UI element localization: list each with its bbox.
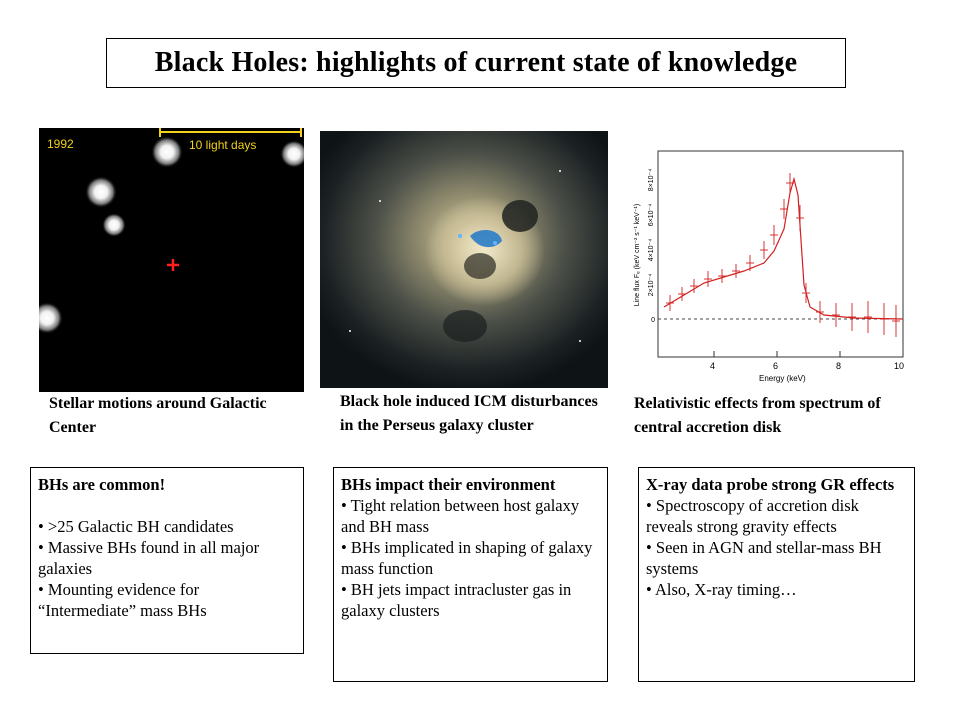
x-tick-label: 8 <box>836 361 841 371</box>
galactic-center-cross <box>167 259 179 271</box>
y-tick-label: 8×10⁻⁴ <box>648 169 655 191</box>
bullet-item: • Seen in AGN and stellar-mass BH system… <box>646 538 882 578</box>
y-tick-label: 4×10⁻⁴ <box>648 239 655 261</box>
box-title: BHs impact their environment <box>341 475 556 494</box>
scale-label: 10 light days <box>189 138 256 152</box>
cavity <box>502 200 538 232</box>
bullet-item: • BHs implicated in shaping of galaxy ma… <box>341 538 593 578</box>
spectrum-plot: 4 6 8 10 Energy (keV) 0 2×10⁻⁴ 4×10⁻⁴ 6×… <box>624 135 910 387</box>
title-box: Black Holes: highlights of current state… <box>106 38 846 88</box>
y-axis-label: Line flux Fₑ (keV cm⁻² s⁻¹ keV⁻¹) <box>634 204 641 306</box>
spectrum-svg: 4 6 8 10 Energy (keV) 0 2×10⁻⁴ 4×10⁻⁴ 6×… <box>624 135 910 387</box>
cavity <box>443 310 487 342</box>
galactic-center-image: 1992 10 light days <box>31 128 308 392</box>
scale-bar <box>159 128 302 137</box>
cavity <box>464 253 496 279</box>
y-tick-label: 2×10⁻⁴ <box>648 274 655 296</box>
spectrum-caption: Relativistic effects from spectrum of ce… <box>634 395 881 436</box>
bullet-item: • BH jets impact intracluster gas in gal… <box>341 580 572 620</box>
bhs-common-box: BHs are common! • >25 Galactic BH candid… <box>30 467 304 654</box>
box-title: X-ray data probe strong GR effects <box>646 475 895 494</box>
xray-gr-box: X-ray data probe strong GR effects • Spe… <box>638 467 915 682</box>
bullet-item: • >25 Galactic BH candidates <box>38 517 234 536</box>
bullet-item: • Spectroscopy of accretion disk reveals… <box>646 496 859 536</box>
perseus-svg <box>320 131 608 388</box>
model-curve <box>663 176 904 320</box>
stars <box>31 136 308 334</box>
data-points <box>666 173 900 337</box>
bullet-item: • Mounting evidence for “Intermediate” m… <box>38 580 207 620</box>
slide-title: Black Holes: highlights of current state… <box>154 47 798 78</box>
perseus-cluster-image <box>320 131 608 388</box>
bhs-impact-box: BHs impact their environment • Tight rel… <box>333 467 608 682</box>
perseus-caption: Black hole induced ICM disturbances in t… <box>340 393 598 434</box>
x-ticks: 4 6 8 10 <box>710 351 904 371</box>
x-axis-label: Energy (keV) <box>759 374 806 383</box>
star <box>85 176 117 208</box>
star <box>151 136 183 168</box>
plot-frame <box>657 150 904 358</box>
bullet-item: • Tight relation between host galaxy and… <box>341 496 580 536</box>
star <box>31 302 63 334</box>
y-tick-label: 0 <box>651 317 655 324</box>
year-label: 1992 <box>47 137 74 151</box>
y-ticks: 0 2×10⁻⁴ 4×10⁻⁴ 6×10⁻⁴ 8×10⁻⁴ <box>648 169 655 324</box>
y-tick-label: 6×10⁻⁴ <box>648 204 655 226</box>
star <box>280 140 308 168</box>
bullet-item: • Massive BHs found in all major galaxie… <box>38 538 260 578</box>
x-tick-label: 6 <box>773 361 778 371</box>
galactic-center-svg: 1992 10 light days <box>31 128 308 392</box>
bullet-item: • Also, X-ray timing… <box>646 580 797 599</box>
galactic-center-caption: Stellar motions around Galactic Center <box>49 395 267 436</box>
x-tick-label: 4 <box>710 361 715 371</box>
x-tick-label: 10 <box>894 361 904 371</box>
box-title: BHs are common! <box>38 475 166 494</box>
star <box>102 213 126 237</box>
